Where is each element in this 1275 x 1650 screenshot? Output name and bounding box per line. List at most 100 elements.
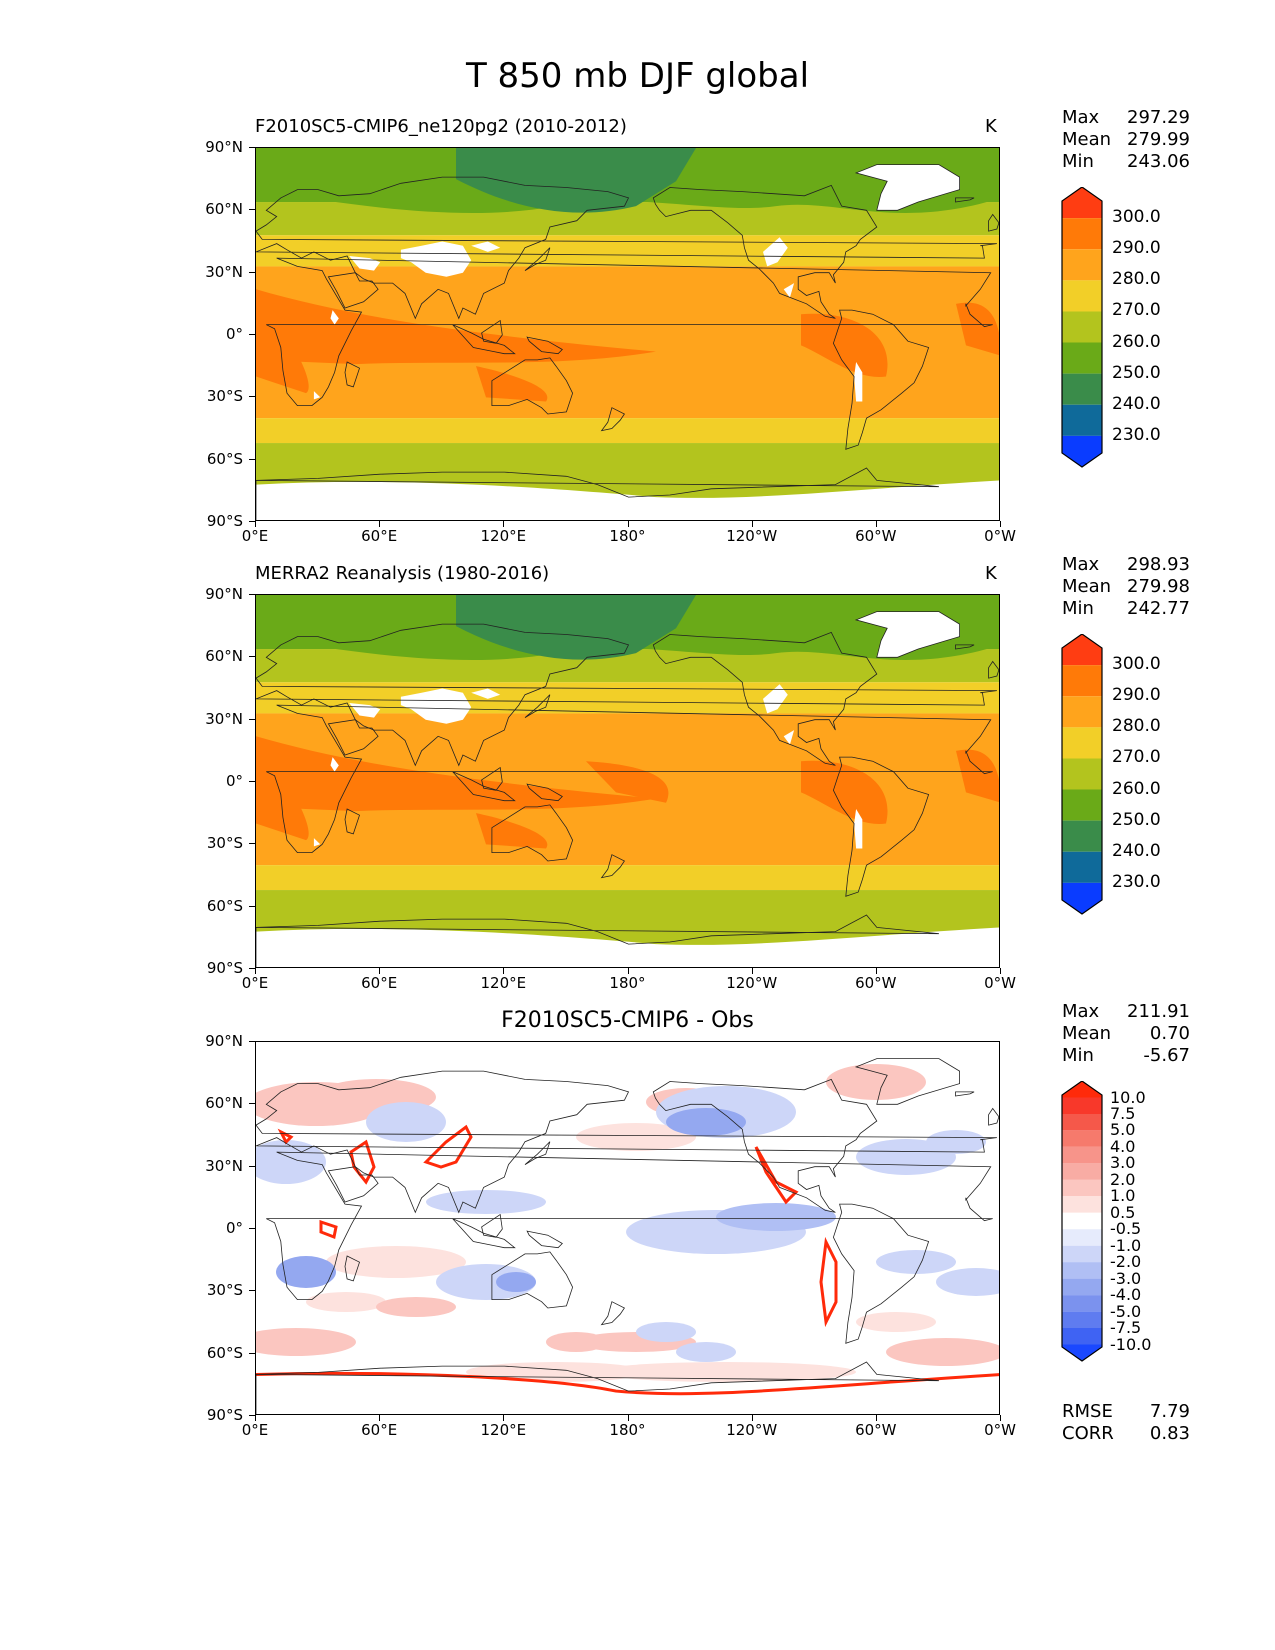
panel-title: MERRA2 Reanalysis (1980-2016) [255, 563, 550, 584]
coastline [266, 704, 993, 854]
coastline [327, 272, 379, 309]
diff-contour [496, 1272, 536, 1292]
diff-high-contour [423, 1124, 473, 1169]
y-tick [249, 718, 255, 720]
colorbar-segment [1062, 218, 1102, 250]
x-tick [379, 521, 381, 527]
terrain-mask [400, 241, 472, 277]
x-tick-label: 60°W [855, 1421, 897, 1439]
colorbar-tick-label: 5.0 [1110, 1120, 1136, 1140]
colorbar-tick-label: -7.5 [1110, 1318, 1142, 1338]
map-plot [255, 1041, 1000, 1415]
y-tick-label: 60°N [205, 200, 243, 219]
colorbar-segment [1062, 1212, 1102, 1230]
colorbar [1061, 1081, 1103, 1362]
colorbar [1061, 187, 1103, 468]
figure-title: T 850 mb DJF global [465, 56, 810, 96]
diff-contour [276, 1256, 336, 1288]
metric-value: 0.83 [1149, 1423, 1190, 1444]
coastline [481, 1213, 503, 1238]
metric-label: RMSE [1062, 1401, 1113, 1422]
coastline [327, 1166, 379, 1203]
colorbar-segment [1062, 727, 1102, 759]
coastline [256, 623, 997, 767]
coastline [256, 1361, 939, 1414]
y-tick-label: 30°S [206, 1281, 243, 1300]
x-tick [751, 968, 753, 974]
temp-region [956, 302, 999, 356]
x-tick-label: 120°E [480, 1421, 527, 1439]
x-tick-label: 120°E [480, 974, 527, 992]
coastline [652, 631, 878, 766]
map-svg [256, 1042, 999, 1414]
temp-region [476, 813, 548, 849]
colorbar-segment [1062, 820, 1102, 852]
colorbar-segment [1062, 435, 1102, 467]
x-tick-label: 0°W [984, 974, 1016, 992]
y-tick [249, 209, 255, 211]
y-tick [249, 843, 255, 845]
map-plot [255, 147, 1000, 521]
diff-contour [596, 1362, 856, 1382]
stat-value: 279.98 [1127, 576, 1190, 597]
colorbar-segment [1062, 1245, 1102, 1263]
colorbar-segment [1062, 280, 1102, 312]
terrain-mask [313, 838, 321, 847]
x-tick-label: 120°W [726, 527, 778, 545]
coastline [452, 771, 516, 802]
colorbar-tick-label: 270.0 [1112, 747, 1161, 768]
coastline [491, 1251, 574, 1309]
x-tick [751, 1415, 753, 1421]
diff-contour [886, 1338, 999, 1366]
colorbar-segment [1062, 342, 1102, 374]
terrain-mask [313, 391, 321, 400]
colorbar-segment [1062, 665, 1102, 697]
y-tick-label: 60°N [205, 647, 243, 666]
diff-contour [366, 1102, 446, 1142]
terrain-mask [763, 237, 788, 267]
colorbar-segment [1062, 1179, 1102, 1197]
colorbar-segment [1062, 696, 1102, 728]
coastline [452, 1218, 516, 1249]
stats-row: Max 211.91 [1062, 1001, 1190, 1023]
y-tick [249, 521, 255, 522]
colorbar-segment [1062, 1196, 1102, 1213]
panel-title: F2010SC5-CMIP6_ne120pg2 (2010-2012) [255, 116, 627, 137]
diff-contour [376, 1297, 456, 1317]
diff-contour [256, 1328, 356, 1356]
panel-title: F2010SC5-CMIP6 - Obs [501, 1008, 754, 1033]
stat-value: 211.91 [1127, 1001, 1190, 1022]
coastline [266, 1151, 993, 1301]
coastline [832, 1203, 930, 1344]
metric-label: CORR [1062, 1423, 1114, 1444]
temp-band [256, 418, 999, 444]
colorbar-segment [1062, 1113, 1102, 1131]
coastline [526, 783, 563, 802]
stat-value: 279.99 [1127, 129, 1190, 150]
terrain-mask [400, 688, 472, 724]
colorbar-tick-label: 260.0 [1112, 778, 1161, 799]
colorbar-segment [1062, 1262, 1102, 1279]
x-tick [1000, 521, 1001, 527]
coastline [988, 213, 999, 232]
colorbar-tick-label: 270.0 [1112, 300, 1161, 321]
colorbar-segment [1062, 1295, 1102, 1312]
x-tick [379, 1415, 381, 1421]
x-tick [1000, 968, 1001, 974]
x-tick [875, 1415, 877, 1421]
y-tick-label: 30°N [205, 709, 243, 728]
colorbar-segment [1062, 1311, 1102, 1329]
x-tick [503, 521, 505, 527]
stats-row: Max 298.93 [1062, 554, 1190, 576]
coastline [481, 766, 503, 791]
colorbar-tick-label: -10.0 [1110, 1334, 1152, 1354]
diff-contour [326, 1246, 466, 1278]
stats-row: Min 242.77 [1062, 598, 1190, 620]
y-tick [249, 1415, 255, 1416]
metrics-row: CORR 0.83 [1062, 1423, 1190, 1445]
colorbar-outline [1061, 1081, 1103, 1362]
coastline [491, 804, 574, 862]
y-tick [249, 271, 255, 273]
coastline [526, 336, 563, 355]
metric-value: 7.79 [1149, 1401, 1190, 1422]
